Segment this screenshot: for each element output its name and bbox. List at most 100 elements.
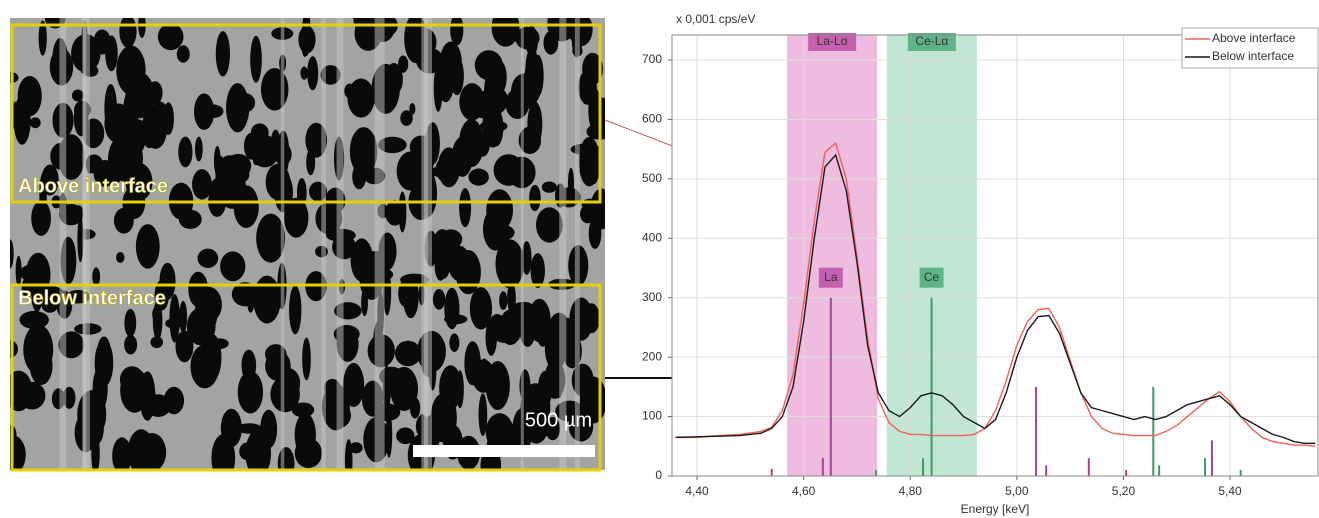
dendrite-gap	[307, 56, 319, 91]
dendrite-gap	[237, 370, 264, 414]
dendrite-trunk	[336, 18, 344, 470]
dendrite-gap	[178, 136, 193, 168]
dendrite-gap	[260, 68, 289, 111]
dendrite-gap	[215, 31, 230, 77]
band-label-box	[907, 33, 956, 51]
x-tick-label: 4,40	[685, 484, 709, 498]
dendrite-gap	[19, 310, 49, 329]
dendrite-gap	[472, 359, 495, 393]
dendrite-gap	[379, 366, 404, 386]
peak-label: Ce	[924, 270, 940, 284]
dendrite-gap	[350, 238, 373, 282]
dendrite-trunk	[280, 18, 285, 470]
dendrite-gap	[125, 18, 135, 48]
dendrite-gap	[194, 136, 203, 162]
dendrite-gap	[92, 366, 108, 411]
band	[787, 35, 878, 476]
dendrite-gap	[124, 308, 137, 338]
plot-area	[672, 35, 1318, 476]
dendrite-gap	[361, 289, 368, 317]
chart: x 0,001 cps/eV Energy [keV] La-Lα Ce-Lα 0 1…	[642, 12, 1319, 516]
dendrite-gap	[347, 78, 375, 118]
peak-label: La	[824, 270, 838, 284]
dendrite-gap	[487, 195, 495, 237]
dendrite-gap	[179, 300, 188, 334]
dendrite-gap	[226, 83, 250, 133]
dendrite-gap	[39, 172, 47, 219]
dendrite-gap	[71, 89, 84, 102]
dendrite-gap	[29, 117, 41, 129]
dendrite-trunk	[82, 18, 90, 470]
dendrite-gap	[495, 239, 525, 289]
dendrite-gap	[10, 340, 18, 358]
y-tick-label: 700	[642, 52, 662, 66]
dendrite-gap	[193, 93, 215, 130]
dendrite-gap	[125, 72, 155, 119]
dendrite-gap	[489, 59, 507, 96]
dendrite-gap	[588, 217, 602, 249]
dendrite-gap	[277, 447, 295, 470]
dendrite-gap	[582, 52, 603, 86]
dendrite-gap	[343, 362, 365, 408]
x-tick-label: 5,20	[1112, 484, 1136, 498]
dendrite-trunk	[321, 18, 326, 470]
band-label: Ce-Lα	[915, 34, 948, 48]
dendrite-gap	[578, 136, 600, 187]
dendrite-gap	[18, 381, 46, 410]
dendrite-gap	[383, 268, 392, 316]
dendrite-gap	[265, 163, 291, 201]
band-label-box	[808, 33, 857, 51]
dendrite-gap	[159, 262, 176, 300]
dendrite-gap	[488, 224, 515, 241]
dendrite-gap	[450, 18, 464, 46]
dendrite-gap	[469, 287, 493, 330]
dendrite-gap	[582, 303, 600, 334]
dendrite-gap	[289, 285, 302, 335]
dendrite-gap	[250, 123, 269, 142]
dendrite-gap	[499, 309, 522, 346]
dendrite-gap	[163, 386, 185, 415]
dendrite-gap	[21, 277, 34, 298]
y-tick-label: 200	[642, 349, 662, 363]
dendrite-gap	[349, 442, 363, 454]
dendrite-gap	[301, 29, 309, 57]
dendrite-gap	[521, 241, 532, 275]
dendrite-trunk	[559, 18, 567, 470]
dendrite-trunk	[423, 18, 432, 470]
dendrite-gap	[35, 363, 46, 381]
dendrite-gap	[532, 257, 542, 285]
dendrite-gap	[13, 95, 31, 145]
region-box	[10, 283, 602, 472]
x-tick-label: 4,60	[792, 484, 816, 498]
dendrite-gap	[220, 408, 242, 448]
dendrite-gap	[409, 102, 416, 115]
dendrite-gap	[256, 213, 286, 263]
dendrite-gap	[385, 200, 405, 226]
dendrite-gap	[437, 147, 461, 188]
dendrite-gap	[394, 340, 421, 367]
dendrite-gap	[10, 239, 14, 269]
dendrite-gap	[190, 344, 220, 389]
dendrite-gap	[377, 136, 407, 154]
dendrite-trunk	[374, 18, 385, 470]
dendrite-gap	[480, 358, 488, 373]
dendrite-gap	[344, 438, 353, 470]
dendrite-gap	[535, 307, 551, 347]
dendrite-gap	[252, 155, 260, 166]
dendrite-gap	[253, 275, 281, 324]
dendrite-gap	[23, 324, 54, 375]
dendrite-gap	[104, 103, 133, 144]
dendrite-gap	[541, 181, 557, 193]
scale-bar	[413, 445, 595, 457]
dendrite-gap	[239, 442, 254, 461]
dendrite-gap	[265, 350, 291, 382]
dendrite-gap	[436, 57, 455, 103]
dendrite-gap	[38, 20, 47, 56]
legend	[1181, 27, 1319, 69]
dendrite-gap	[119, 366, 145, 393]
y-axis-label: x 0,001 cps/eV	[676, 12, 755, 26]
dendrite-gap	[529, 184, 541, 212]
legend-label: Below interface	[1212, 49, 1294, 63]
dendrite-gap	[499, 291, 508, 311]
dendrite-gap	[458, 119, 485, 168]
